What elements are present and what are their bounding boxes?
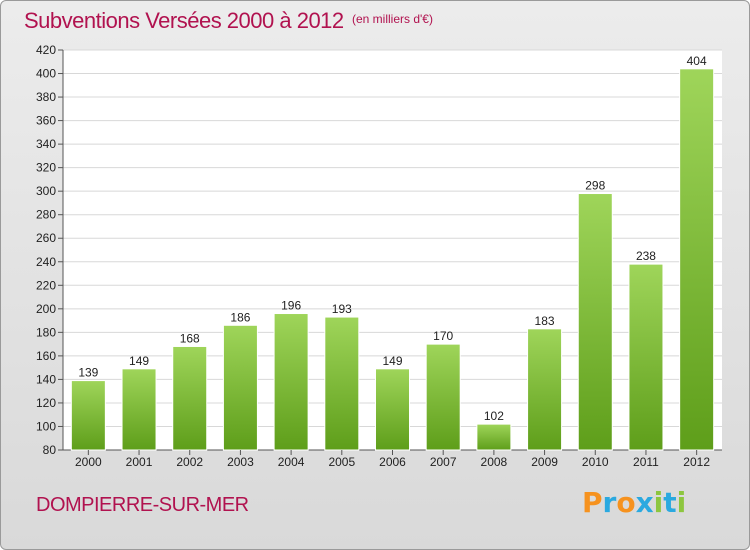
y-tick-label: 200	[36, 302, 56, 316]
bar-2010	[577, 193, 613, 451]
y-tick-label: 400	[36, 67, 56, 81]
x-tick-label-2002: 2002	[176, 455, 203, 469]
logo-letter: i	[653, 486, 664, 519]
y-tick-label: 340	[36, 137, 56, 151]
value-label-2000: 139	[78, 366, 98, 380]
bar-2007	[425, 343, 461, 451]
y-tick-label: 120	[36, 396, 56, 410]
x-tick-label-2000: 2000	[75, 455, 102, 469]
value-label-2012: 404	[687, 54, 707, 68]
value-label-2011: 238	[636, 249, 656, 263]
y-tick-label: 280	[36, 208, 56, 222]
bar-2003	[222, 324, 258, 451]
bar-2005	[324, 316, 360, 451]
y-tick-label: 160	[36, 349, 56, 363]
bar-2011	[628, 263, 664, 451]
bar-2012	[679, 68, 715, 451]
x-tick-label-2010: 2010	[582, 455, 609, 469]
x-tick-label-2008: 2008	[481, 455, 508, 469]
logo-letter: o	[616, 486, 636, 519]
chart-title: Subventions Versées 2000 à 2012	[24, 8, 344, 33]
value-label-2007: 170	[433, 329, 453, 343]
y-tick-label: 180	[36, 325, 56, 339]
value-label-2003: 186	[230, 310, 250, 324]
value-label-2006: 149	[382, 354, 402, 368]
x-tick-label-2003: 2003	[227, 455, 254, 469]
value-label-2008: 102	[484, 409, 504, 423]
x-tick-label-2001: 2001	[126, 455, 153, 469]
value-label-2001: 149	[129, 354, 149, 368]
y-tick-label: 360	[36, 114, 56, 128]
x-tick-label-2009: 2009	[531, 455, 558, 469]
bar-2001	[121, 368, 157, 451]
y-tick-label: 240	[36, 255, 56, 269]
y-tick-label: 220	[36, 278, 56, 292]
logo-letter: P	[582, 486, 603, 519]
logo-letter: i	[676, 486, 687, 519]
y-tick-label: 260	[36, 231, 56, 245]
value-label-2009: 183	[535, 314, 555, 328]
y-tick-label: 80	[43, 443, 57, 457]
y-tick-label: 300	[36, 184, 56, 198]
unit-note: (en milliers d'€)	[352, 12, 433, 26]
bar-2006	[375, 368, 410, 451]
bar-2000	[70, 380, 106, 451]
bar-2009	[527, 328, 563, 451]
value-label-2010: 298	[585, 179, 605, 193]
x-tick-label-2006: 2006	[379, 455, 406, 469]
x-tick-label-2005: 2005	[328, 455, 355, 469]
proxiti-logo: Proxiti	[582, 486, 686, 519]
value-label-2004: 196	[281, 299, 301, 313]
x-tick-label-2004: 2004	[278, 455, 305, 469]
logo-letter: t	[663, 486, 677, 519]
y-tick-label: 100	[36, 419, 56, 433]
x-tick-label-2011: 2011	[633, 455, 659, 469]
bar-2002	[172, 345, 208, 451]
value-label-2005: 193	[332, 302, 352, 316]
bar-2004	[273, 313, 309, 451]
y-tick-label: 380	[36, 90, 56, 104]
commune-name: DOMPIERRE-SUR-MER	[36, 494, 249, 516]
bar-2008	[476, 423, 512, 451]
x-tick-label-2007: 2007	[430, 455, 457, 469]
logo-letter: r	[602, 486, 617, 519]
y-tick-label: 320	[36, 161, 56, 175]
value-label-2002: 168	[180, 331, 200, 345]
y-tick-label: 420	[36, 43, 56, 57]
y-tick-label: 140	[36, 372, 56, 386]
x-tick-label-2012: 2012	[683, 455, 710, 469]
logo-letter: x	[635, 486, 654, 519]
